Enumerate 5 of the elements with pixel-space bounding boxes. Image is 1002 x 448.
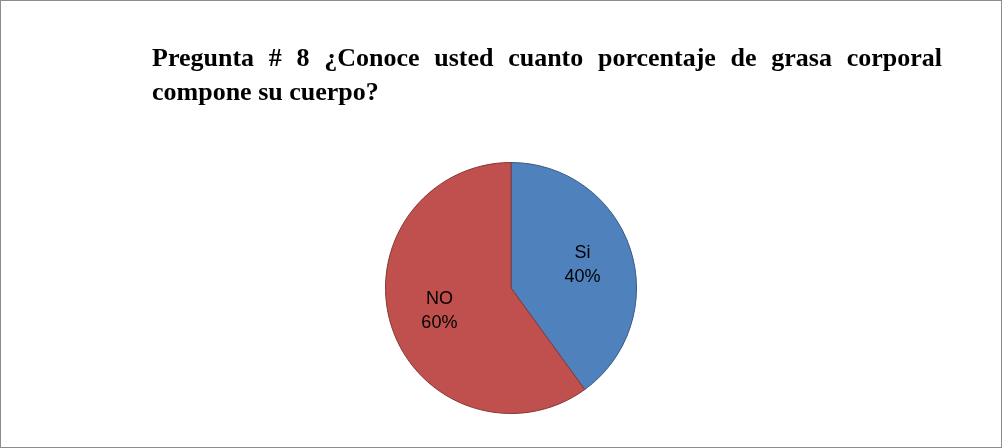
chart-title: Pregunta # 8 ¿Conoce usted cuanto porcentaje de grasa corporal compone su cuerpo? bbox=[152, 42, 942, 108]
data-label: 40% bbox=[564, 265, 601, 286]
slice-label: Si bbox=[574, 241, 591, 262]
data-label: 60% bbox=[421, 312, 458, 333]
slice-label: NO bbox=[425, 288, 453, 309]
